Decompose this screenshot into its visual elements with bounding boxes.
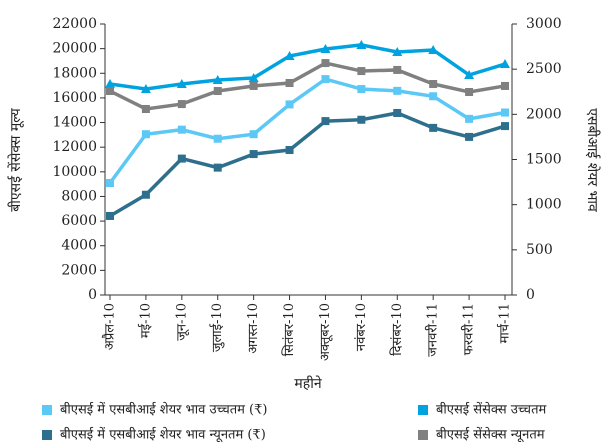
x-tick-label: जुलाई-10 [209, 303, 225, 352]
y-tick-label: 18000 [52, 65, 97, 81]
marker [465, 114, 474, 123]
marker [177, 100, 186, 109]
marker [106, 178, 114, 187]
y2-tick-label: 2500 [526, 61, 562, 77]
y-tick-label: 2000 [61, 262, 97, 278]
marker [141, 104, 150, 113]
marker [213, 163, 222, 172]
marker [177, 125, 186, 134]
marker [106, 211, 114, 220]
marker [177, 154, 186, 163]
x-tick-label: अप्रैल-10 [102, 303, 118, 350]
series-line [108, 77, 506, 185]
marker [357, 85, 366, 94]
marker [356, 39, 367, 49]
marker [285, 146, 294, 155]
y2-tick-label: 1000 [526, 197, 562, 213]
y2-tick-label: 500 [526, 242, 553, 258]
y-tick-label: 0 [88, 287, 97, 303]
x-tick-label: जनवरी-11 [425, 303, 441, 357]
marker [464, 69, 475, 79]
marker [321, 59, 330, 68]
y-tick-label: 8000 [61, 188, 97, 204]
y-tick-label: 20000 [52, 41, 97, 57]
marker [357, 115, 366, 124]
legend-label: बीएसई सेंसेक्स उच्चतम [436, 402, 546, 418]
marker [429, 79, 438, 88]
marker [393, 108, 402, 117]
marker [141, 190, 150, 199]
marker [392, 46, 403, 56]
marker [357, 67, 366, 76]
x-tick-label: फरवरी-11 [461, 303, 477, 355]
x-axis-label: महीने [294, 375, 321, 392]
marker [106, 87, 114, 96]
legend-swatch [42, 405, 52, 415]
marker [428, 44, 439, 54]
y-tick-label: 14000 [52, 115, 97, 131]
x-tick-label: मार्च-11 [497, 303, 513, 343]
y-tick-label: 16000 [52, 90, 97, 106]
legend-swatch [42, 430, 52, 440]
series-line [109, 61, 506, 111]
legend-swatch [418, 430, 428, 440]
x-tick-label: नवंबर-10 [354, 303, 369, 351]
marker [176, 78, 187, 88]
marker [393, 65, 402, 74]
marker [285, 79, 294, 88]
y2-tick-label: 1500 [526, 152, 562, 168]
marker [500, 59, 510, 69]
series-line [109, 43, 506, 91]
y-tick-label: 6000 [61, 213, 97, 229]
marker [284, 51, 295, 61]
marker [248, 72, 259, 82]
x-tick-label: मई-10 [137, 303, 153, 338]
marker [249, 150, 258, 159]
legend-label: बीएसई में एसबीआई शेयर भाव उच्चतम (₹) [60, 402, 267, 418]
marker [249, 130, 258, 139]
y2-axis-label: एसबीआई शेयर भाव [584, 108, 601, 212]
y-tick-label: 12000 [52, 139, 97, 155]
legend-label: बीएसई सेंसेक्स न्यूनतम [436, 427, 545, 443]
marker [465, 132, 474, 141]
marker [321, 75, 330, 84]
marker [213, 134, 222, 143]
marker [429, 123, 438, 132]
marker [501, 122, 509, 131]
marker [321, 117, 330, 126]
x-tick-label: जून-10 [174, 303, 189, 341]
y-tick-label: 10000 [52, 164, 97, 180]
marker [249, 81, 258, 90]
y2-tick-label: 3000 [526, 16, 562, 32]
y-tick-label: 4000 [61, 238, 97, 254]
marker [465, 87, 474, 96]
legend-swatch [418, 405, 428, 415]
legend-label: बीएसई में एसबीआई शेयर भाव न्यूनतम (₹) [60, 427, 266, 443]
x-tick-label: अक्तूबर-10 [318, 303, 333, 361]
marker [213, 87, 222, 96]
y-tick-label: 22000 [52, 16, 97, 32]
marker [501, 81, 509, 90]
marker [320, 44, 331, 54]
x-tick-label: सितंबर-10 [281, 303, 297, 356]
marker [141, 130, 150, 139]
marker [285, 100, 294, 109]
x-tick-label: दिसंबर-10 [389, 303, 405, 356]
marker [501, 108, 509, 117]
marker [393, 86, 402, 95]
series-line [109, 111, 506, 218]
marker [429, 92, 438, 101]
y-axis-label: बीएसई सेंसेक्स मूल्य [7, 107, 24, 211]
marker [105, 78, 115, 88]
marker [212, 75, 223, 85]
marker [140, 84, 151, 94]
y2-tick-label: 0 [526, 287, 535, 303]
x-tick-label: अगस्त-10 [246, 303, 261, 354]
y2-tick-label: 2000 [526, 106, 562, 122]
